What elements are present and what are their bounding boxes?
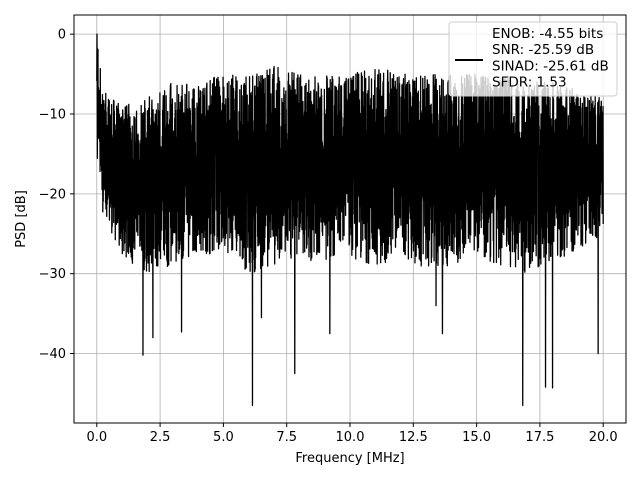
y-axis-label: PSD [dB] (14, 190, 29, 248)
x-tick-label: 12.5 (399, 430, 428, 445)
psd-trace (96, 33, 604, 407)
legend-line: SFDR: 1.53 (492, 75, 567, 91)
x-axis-label: Frequency [MHz] (295, 451, 404, 466)
x-tick-label: 10.0 (336, 430, 365, 445)
y-tick-label: −40 (39, 347, 66, 362)
y-axis-ticks: 0 −10 −20 −30 −40 (39, 28, 74, 362)
legend-line: SINAD: -25.61 dB (492, 58, 609, 74)
x-tick-label: 15.0 (462, 430, 491, 445)
y-tick-label: −10 (39, 108, 66, 123)
y-tick-label: 0 (58, 28, 66, 43)
y-tick-label: −20 (39, 187, 66, 202)
y-tick-label: −30 (39, 267, 66, 282)
legend-line: ENOB: -4.55 bits (492, 26, 603, 42)
x-tick-label: 7.5 (276, 430, 297, 445)
legend-label: ENOB: -4.55 bits SNR: -25.59 dB SINAD: -25… (492, 26, 609, 91)
x-axis-ticks: 0.0 2.5 5.0 7.5 10.0 12.5 15.0 17.5 20.0 (86, 423, 618, 445)
x-tick-label: 0.0 (86, 430, 107, 445)
x-tick-label: 17.5 (525, 430, 554, 445)
x-tick-label: 2.5 (150, 430, 171, 445)
x-tick-label: 5.0 (213, 430, 234, 445)
legend-box (448, 21, 618, 97)
legend-line: SNR: -25.59 dB (492, 42, 594, 58)
legend: ENOB: -4.55 bits SNR: -25.59 dB SINAD: -25… (448, 21, 618, 97)
x-tick-label: 20.0 (589, 430, 618, 445)
psd-series-line (96, 33, 604, 407)
